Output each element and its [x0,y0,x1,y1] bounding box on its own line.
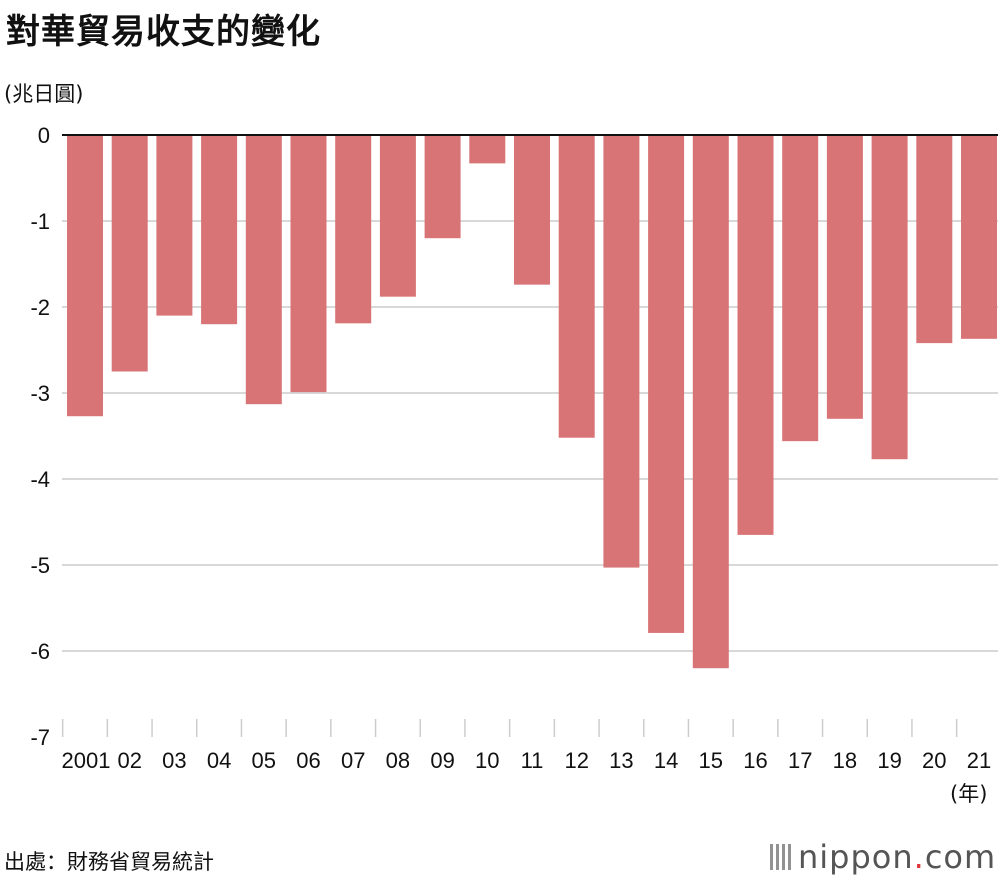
source-note: 出處：財務省貿易統計 [4,850,214,874]
y-tick-label: -1 [30,209,50,234]
x-tick-label: 03 [162,748,186,773]
y-tick-label: -4 [30,467,50,492]
bar [424,135,461,239]
y-axis-unit: (兆日圓) [4,82,84,106]
bar [737,135,774,535]
x-tick-label: 06 [296,748,320,773]
x-tick-label: 04 [207,748,231,773]
bar [245,135,282,405]
bar [67,135,103,417]
x-tick-label: 21 [967,748,991,773]
y-tick-label: 0 [38,123,50,148]
x-tick-label: 17 [788,748,812,773]
bar [290,135,327,393]
x-tick-label: 02 [117,748,141,773]
bar [558,135,595,438]
bar [379,135,416,297]
logo-suffix: com [924,838,997,876]
bar [782,135,819,442]
x-tick-label: 09 [430,748,454,773]
x-tick-label: 14 [654,748,678,773]
x-tick-label: 08 [386,748,410,773]
x-tick-label: 10 [475,748,499,773]
x-tick-label: 20 [922,748,946,773]
x-tick-label: 11 [521,748,544,773]
y-tick-label: -6 [30,639,50,664]
chart-title: 對華貿易收支的變化 [6,12,321,52]
y-tick-label: -3 [30,381,50,406]
bar [335,135,372,324]
y-tick-label: -2 [30,295,50,320]
x-tick-label: 2001 [62,748,111,773]
x-axis-unit: (年) [950,782,988,806]
bar [961,135,997,339]
y-tick-label: -5 [30,553,50,578]
logo-bars-icon [770,844,792,870]
bar [648,135,685,633]
bar [871,135,908,460]
bar [201,135,238,325]
bar [916,135,953,344]
x-tick-label: 12 [564,748,588,773]
logo-dot: . [913,838,925,876]
x-tick-label: 13 [609,748,633,773]
x-tick-label: 05 [252,748,276,773]
nippon-logo[interactable]: nippon.com [770,838,996,876]
bar [156,135,193,316]
bar [469,135,506,164]
x-tick-label: 19 [877,748,901,773]
x-tick-label: 15 [699,748,723,773]
bar [692,135,729,669]
bar [826,135,863,419]
bar [603,135,640,568]
bar [111,135,148,372]
y-tick-label: -7 [30,725,50,750]
x-tick-label: 16 [743,748,767,773]
x-tick-label: 07 [341,748,365,773]
logo-text: nippon [798,838,914,876]
bar [514,135,550,285]
x-tick-label: 18 [833,748,857,773]
